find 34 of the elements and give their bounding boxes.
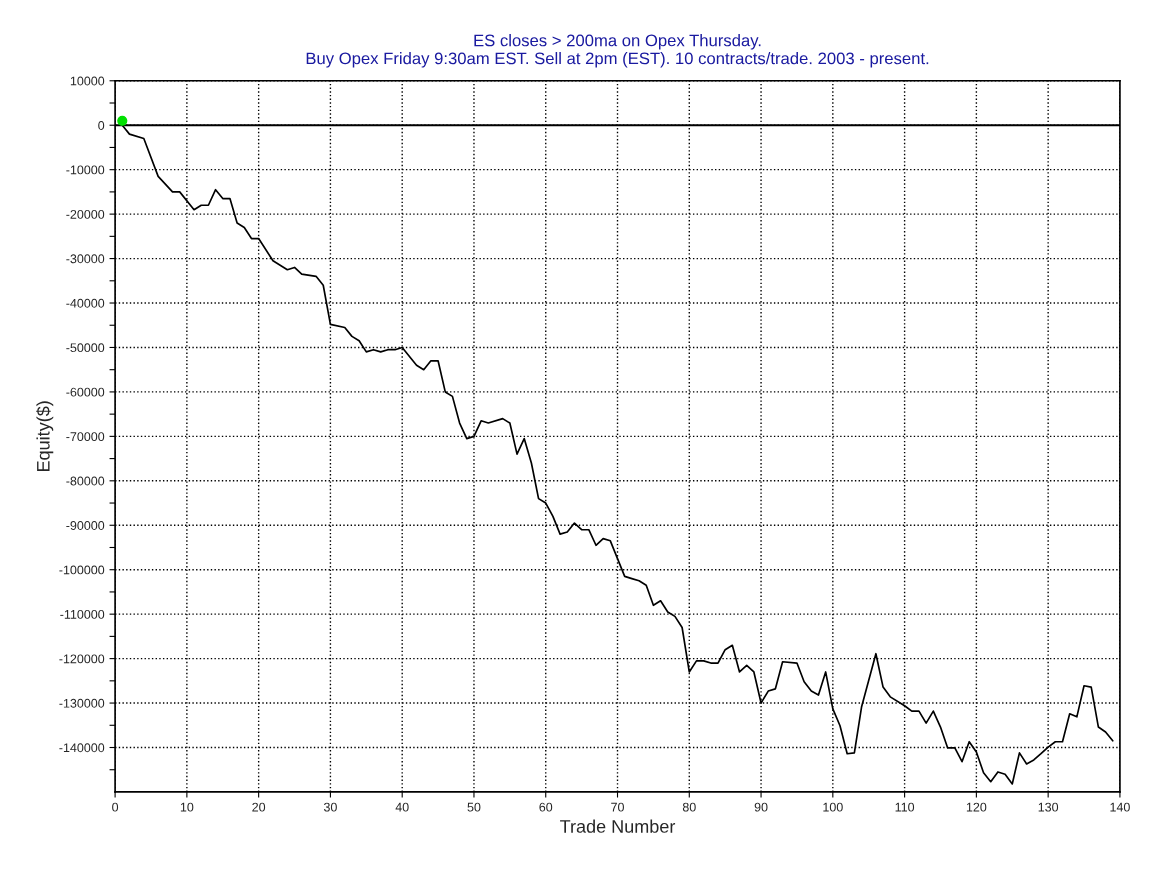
x-tick-label: 60 bbox=[539, 802, 553, 812]
x-tick-label: 30 bbox=[323, 802, 337, 812]
x-tick-label: 90 bbox=[754, 802, 768, 812]
x-axis-title: Trade Number bbox=[560, 819, 676, 833]
y-tick-label: -90000 bbox=[66, 521, 105, 530]
x-tick-label: 20 bbox=[252, 802, 266, 812]
y-tick-label: -10000 bbox=[66, 165, 105, 175]
y-tick-label: -100000 bbox=[59, 565, 105, 575]
y-tick-label: -60000 bbox=[66, 387, 105, 397]
x-tick-label: 40 bbox=[395, 802, 409, 812]
x-tick-label: 50 bbox=[467, 802, 481, 812]
x-tick-label: 120 bbox=[966, 802, 987, 812]
y-tick-label: 10000 bbox=[70, 76, 105, 86]
y-axis-title: Equity($) bbox=[36, 401, 54, 472]
y-tick-label: -40000 bbox=[66, 298, 105, 308]
x-tick-label: 10 bbox=[180, 802, 194, 812]
y-tick-label: -70000 bbox=[66, 432, 105, 442]
x-tick-label: 110 bbox=[895, 802, 915, 812]
y-tick-label: -20000 bbox=[66, 209, 105, 219]
x-tick-label: 140 bbox=[1110, 802, 1130, 812]
y-tick-label: -110000 bbox=[60, 609, 105, 619]
y-tick-label: -130000 bbox=[59, 698, 105, 708]
y-tick-label: -120000 bbox=[59, 654, 105, 664]
y-tick-label: -50000 bbox=[66, 343, 105, 353]
y-tick-label: 0 bbox=[98, 121, 105, 130]
y-tick-label: -140000 bbox=[59, 743, 105, 753]
chart-title: ES closes > 200ma on Opex Thursday. Buy Opex Friday 9:30am EST. Sell at 2pm (EST). 10 contracts/trade. 2003 - present. bbox=[306, 34, 929, 68]
x-tick-label: 0 bbox=[112, 802, 119, 812]
x-tick-label: 100 bbox=[823, 802, 843, 812]
x-tick-label: 130 bbox=[1038, 802, 1059, 812]
x-tick-label: 70 bbox=[611, 802, 624, 812]
y-tick-label: -80000 bbox=[66, 476, 105, 486]
x-tick-label: 80 bbox=[682, 802, 696, 812]
y-tick-label: -30000 bbox=[66, 254, 105, 264]
